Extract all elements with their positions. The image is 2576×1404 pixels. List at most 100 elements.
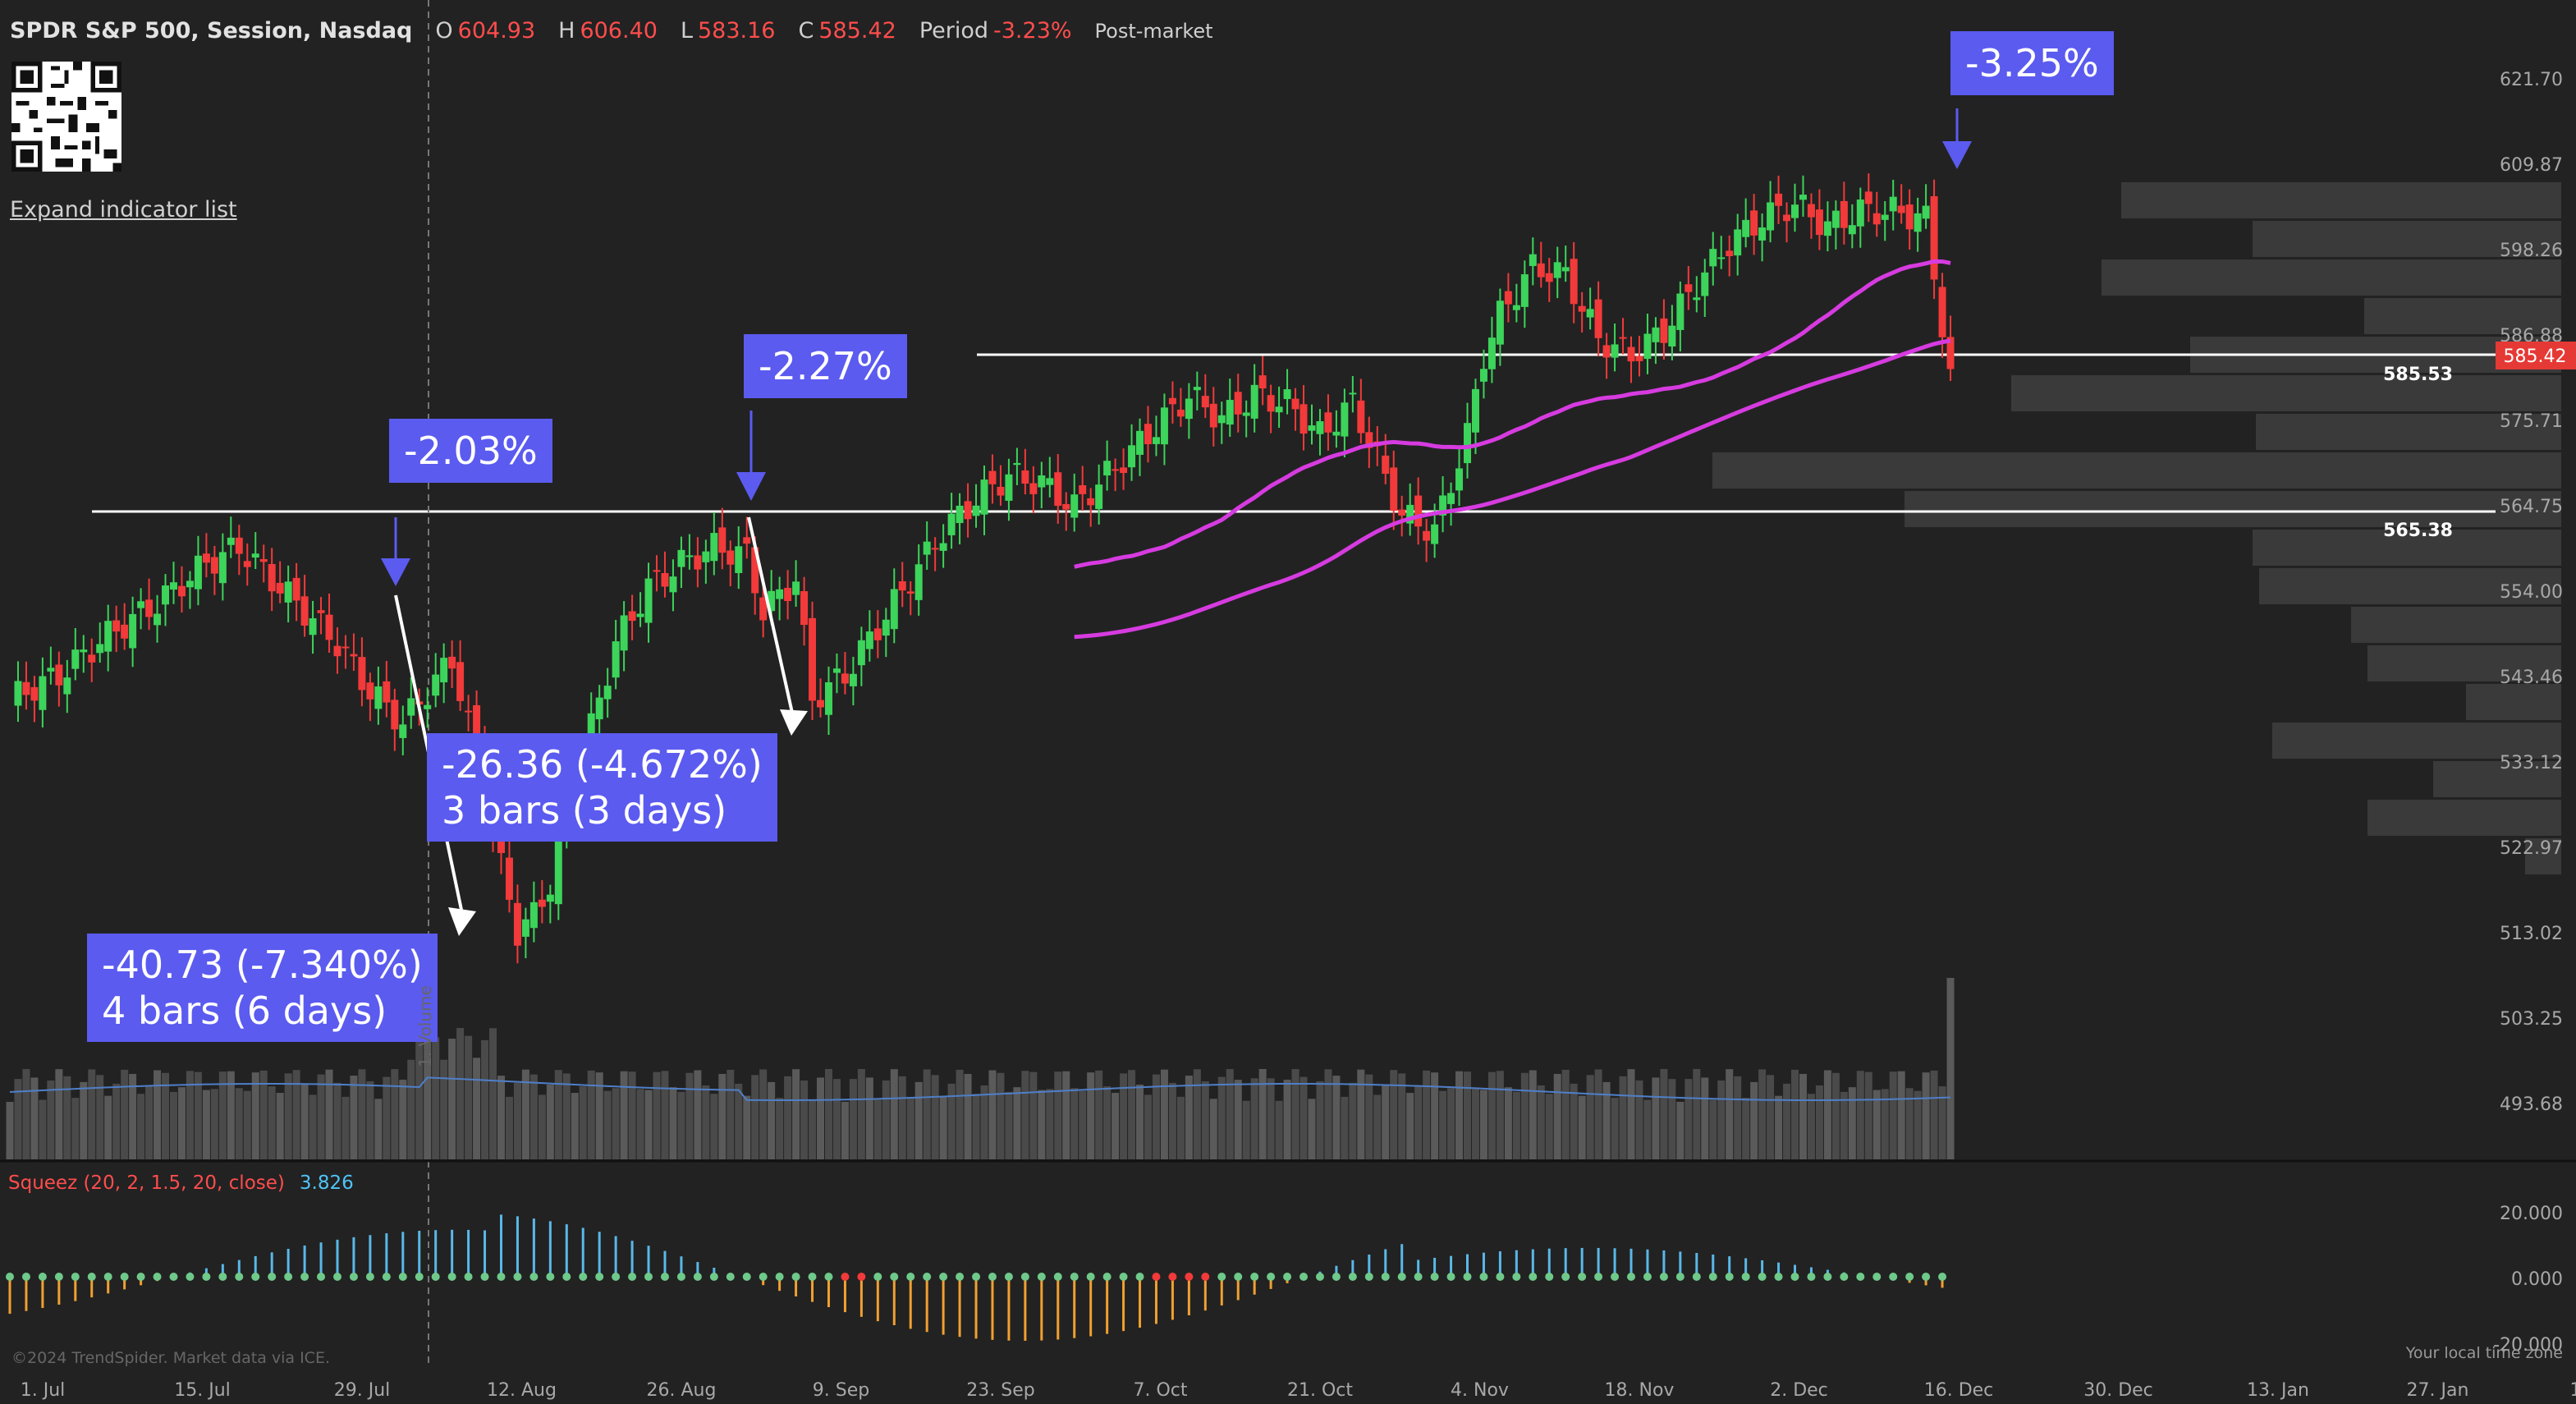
candle-body bbox=[1332, 431, 1341, 436]
candle-body bbox=[947, 513, 956, 535]
candle-body bbox=[1930, 195, 1938, 280]
volume-bar bbox=[1930, 1070, 1938, 1159]
candle-body bbox=[817, 700, 825, 708]
volume-profile-bar bbox=[2466, 684, 2561, 720]
expand-indicator-list-link[interactable]: Expand indicator list bbox=[10, 197, 237, 223]
candle-body bbox=[882, 619, 890, 636]
volume-bar bbox=[988, 1070, 997, 1159]
volume-profile-bar bbox=[2102, 259, 2561, 296]
squeeze-dot bbox=[644, 1273, 653, 1281]
candle-body bbox=[898, 581, 906, 591]
qr-code-icon bbox=[11, 62, 121, 172]
volume-bar bbox=[784, 1076, 792, 1159]
candle-body bbox=[14, 681, 22, 706]
candle-body bbox=[964, 501, 972, 520]
candle-body bbox=[47, 668, 55, 672]
volume-bar bbox=[1291, 1069, 1299, 1159]
horizontal-levels[interactable] bbox=[92, 0, 2496, 1365]
price-tags: 585.42 585.53 565.38 bbox=[2383, 342, 2576, 541]
candlestick-series bbox=[14, 173, 1955, 964]
volume-bar bbox=[1479, 1090, 1487, 1159]
candle-body bbox=[1831, 210, 1840, 228]
volume-bar bbox=[391, 1069, 399, 1159]
candle-body bbox=[849, 673, 857, 686]
candle-body bbox=[1791, 204, 1799, 218]
high-value: 606.40 bbox=[580, 18, 658, 44]
volume-average-line bbox=[9, 1076, 1951, 1101]
annotation-a2[interactable]: -2.27% bbox=[744, 334, 907, 398]
squeeze-dot bbox=[497, 1273, 506, 1281]
squeeze-dot bbox=[1643, 1273, 1652, 1281]
price-axis[interactable]: 621.70609.87598.26586.88575.71564.75554.… bbox=[2500, 70, 2563, 1115]
squeeze-dot bbox=[1578, 1273, 1587, 1281]
candle-body bbox=[145, 599, 154, 617]
candle-body bbox=[1152, 437, 1160, 444]
time-tick-16: 10. Fe bbox=[2570, 1380, 2576, 1401]
candle-body bbox=[1267, 395, 1275, 412]
candle-body bbox=[1316, 421, 1324, 434]
indicator-label[interactable]: Squeez (20, 2, 1.5, 20, close) 3.826 bbox=[8, 1172, 354, 1194]
candle-body bbox=[603, 686, 612, 700]
volume-bar bbox=[1070, 1088, 1079, 1159]
volume-bar bbox=[1627, 1069, 1635, 1159]
volume-bar bbox=[1767, 1075, 1775, 1159]
volume-profile-bar bbox=[2351, 607, 2561, 643]
time-tick-12: 16. Dec bbox=[1924, 1380, 1994, 1401]
volume-bar bbox=[1561, 1069, 1570, 1159]
volume-bar bbox=[96, 1075, 104, 1159]
squeeze-dot bbox=[1463, 1273, 1472, 1281]
candle-body bbox=[121, 624, 129, 639]
candle-body bbox=[80, 649, 88, 653]
time-axis[interactable]: 1. Jul 15. Jul 29. Jul 12. Aug 26. Aug 9. Sep… bbox=[21, 1380, 2576, 1401]
volume-bar bbox=[424, 1028, 432, 1159]
volume-profile-bar bbox=[2272, 723, 2561, 759]
volume-bar bbox=[898, 1076, 906, 1159]
squeeze-dot bbox=[1529, 1273, 1538, 1281]
candle-body bbox=[873, 628, 882, 640]
volume-bar bbox=[88, 1069, 96, 1159]
candle-body bbox=[218, 552, 227, 584]
measure-label-1[interactable]: -26.36 (-4.672%) 3 bars (3 days) bbox=[427, 733, 777, 842]
candle-body bbox=[792, 581, 800, 595]
volume-bar bbox=[104, 1095, 112, 1159]
volume-bar bbox=[497, 1076, 505, 1159]
volume-bar bbox=[1128, 1070, 1136, 1159]
candle-body bbox=[1611, 344, 1619, 358]
volume-bar bbox=[1545, 1094, 1553, 1159]
candle-body bbox=[1897, 205, 1905, 213]
volume-bar bbox=[1226, 1069, 1234, 1159]
candle-body bbox=[1087, 498, 1095, 506]
annotation-a1[interactable]: -2.03% bbox=[389, 419, 552, 483]
volume-bar bbox=[1406, 1093, 1414, 1159]
volume-bar bbox=[145, 1085, 154, 1159]
volume-profile-bar bbox=[1904, 491, 2561, 527]
candle-body bbox=[1660, 318, 1668, 343]
squeeze-dot bbox=[332, 1273, 341, 1281]
candle-body bbox=[587, 713, 595, 751]
squeeze-dot bbox=[841, 1273, 850, 1281]
volume-bar bbox=[1701, 1077, 1709, 1159]
candle-body bbox=[1431, 524, 1439, 544]
candle-body bbox=[1193, 387, 1201, 391]
timezone-label[interactable]: Your local time zone bbox=[2405, 1344, 2563, 1362]
candle-body bbox=[1922, 205, 1930, 219]
symbol-title[interactable]: SPDR S&P 500, Session, Nasdaq bbox=[10, 18, 413, 44]
volume-bar bbox=[1447, 1088, 1455, 1159]
candle-body bbox=[1938, 287, 1946, 337]
volume-bar bbox=[407, 1059, 415, 1159]
squeeze-dot bbox=[1234, 1273, 1243, 1281]
candle-body bbox=[162, 585, 170, 605]
squeeze-dot bbox=[1872, 1273, 1882, 1281]
volume-bar bbox=[227, 1071, 235, 1159]
measure1-change: -26.36 (-4.672%) bbox=[442, 742, 763, 787]
candle-body bbox=[300, 596, 309, 626]
measure-label-2[interactable]: -40.73 (-7.340%) 4 bars (6 days) bbox=[87, 934, 438, 1042]
candle-body bbox=[1291, 398, 1299, 410]
volume-bar bbox=[1176, 1096, 1185, 1159]
candle-body bbox=[112, 620, 121, 632]
volume-bar bbox=[251, 1072, 259, 1159]
volume-bar bbox=[1193, 1069, 1201, 1159]
annotation-a3[interactable]: -3.25% bbox=[1950, 31, 2114, 95]
